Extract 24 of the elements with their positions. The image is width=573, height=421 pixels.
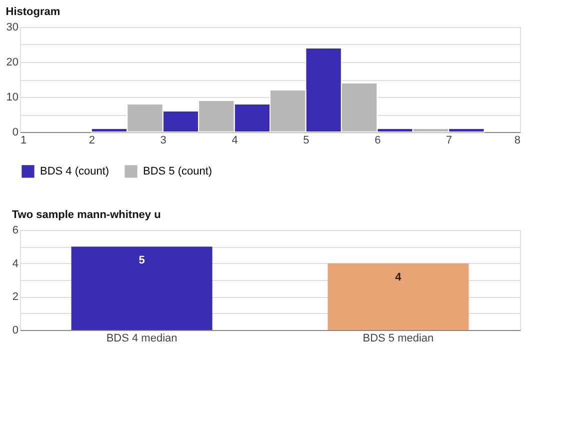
y-tick-label: 30	[6, 22, 18, 34]
legend-label: BDS 5 (count)	[143, 165, 212, 178]
x-tick-label: BDS 4 median	[106, 332, 178, 344]
x-tick-label: 7	[446, 134, 452, 146]
y-tick-label: 10	[6, 92, 18, 104]
y-tick-label: 0	[12, 324, 18, 336]
x-tick-label: 8	[514, 134, 520, 146]
legend-label: BDS 4 (count)	[40, 165, 110, 178]
chart-title: Two sample mann-whitney u	[12, 209, 161, 221]
x-tick-label: BDS 5 median	[362, 332, 434, 344]
data-label: 4	[395, 271, 402, 284]
x-tick-label: 4	[232, 134, 238, 146]
chart-title: Histogram	[6, 6, 60, 18]
y-tick-label: 20	[6, 56, 18, 68]
x-tick-label: 6	[374, 134, 381, 146]
x-tick-label: 3	[160, 134, 166, 146]
y-tick-label: 4	[12, 258, 18, 270]
y-tick-label: 2	[12, 291, 18, 304]
data-label: 5	[138, 254, 145, 267]
y-tick-label: 6	[12, 224, 18, 236]
x-tick-label: 1	[20, 134, 27, 146]
y-tick-label: 0	[12, 126, 18, 138]
x-tick-label: 5	[303, 134, 310, 146]
x-tick-label: 2	[88, 134, 95, 146]
